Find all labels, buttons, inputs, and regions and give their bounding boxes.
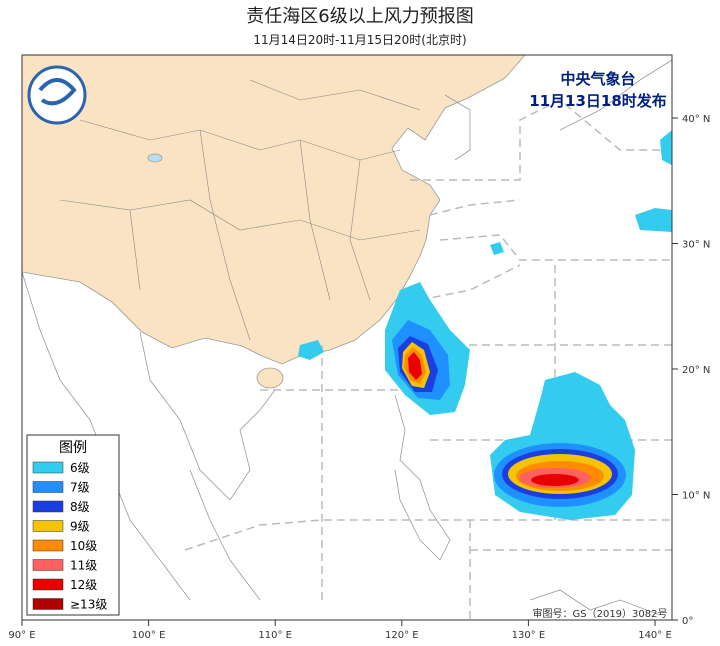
- land-hainan: [256, 367, 284, 389]
- land-china: [22, 55, 526, 365]
- title: 责任海区6级以上风力预报图: [246, 6, 473, 27]
- legend: 图例 6级 7级 8级 9级 10级 11级 12级 ≥13级: [26, 434, 120, 616]
- legend-label: 10级: [70, 539, 97, 553]
- legend-swatch: [32, 481, 64, 493]
- lat-label: 10° N: [682, 491, 710, 502]
- legend-label: ≥13级: [70, 598, 107, 612]
- legend-swatch: [32, 598, 64, 610]
- legend-label: 9级: [70, 520, 90, 534]
- legend-label: 8级: [70, 500, 90, 514]
- legend-swatch: [32, 539, 64, 552]
- legend-title: 图例: [59, 440, 87, 456]
- issuer-name: 中央气象台: [560, 70, 635, 88]
- lon-label: 130° E: [512, 630, 546, 641]
- legend-label: 7级: [70, 481, 90, 495]
- legend-label: 11级: [70, 559, 97, 573]
- lon-label: 120° E: [385, 630, 419, 641]
- lon-label: 140° E: [638, 630, 672, 641]
- legend-swatch: [32, 461, 64, 474]
- province-borders: [59, 79, 421, 341]
- approval: 审图号：GS（2019）3082号: [533, 607, 668, 620]
- legend-label: 12级: [70, 578, 97, 592]
- lat-label: 0°: [682, 616, 693, 627]
- lat-label: 30° N: [682, 240, 710, 251]
- wind-areas: [298, 130, 672, 520]
- lat-label: 20° N: [682, 365, 710, 376]
- map-body: [22, 55, 672, 620]
- legend-swatch: [32, 578, 64, 591]
- subtitle: 11月14日20时-11月15日20时(北京时): [253, 33, 466, 47]
- lat-label: 40° N: [682, 114, 710, 125]
- map-frame: [21, 54, 673, 621]
- legend-swatch: [32, 500, 64, 513]
- lon-label: 90° E: [8, 630, 35, 641]
- legend-swatch: [32, 520, 64, 532]
- lon-label: 110° E: [258, 630, 292, 641]
- legend-label: 6级: [70, 461, 90, 475]
- axes: 90° E 100° E 110° E 120° E 130° E 140° E 40° N…: [8, 114, 710, 641]
- legend-swatch: [32, 559, 64, 571]
- logo: [27, 65, 87, 125]
- issued-time: 11月13日18时发布: [529, 92, 667, 110]
- lon-label: 100° E: [132, 630, 166, 641]
